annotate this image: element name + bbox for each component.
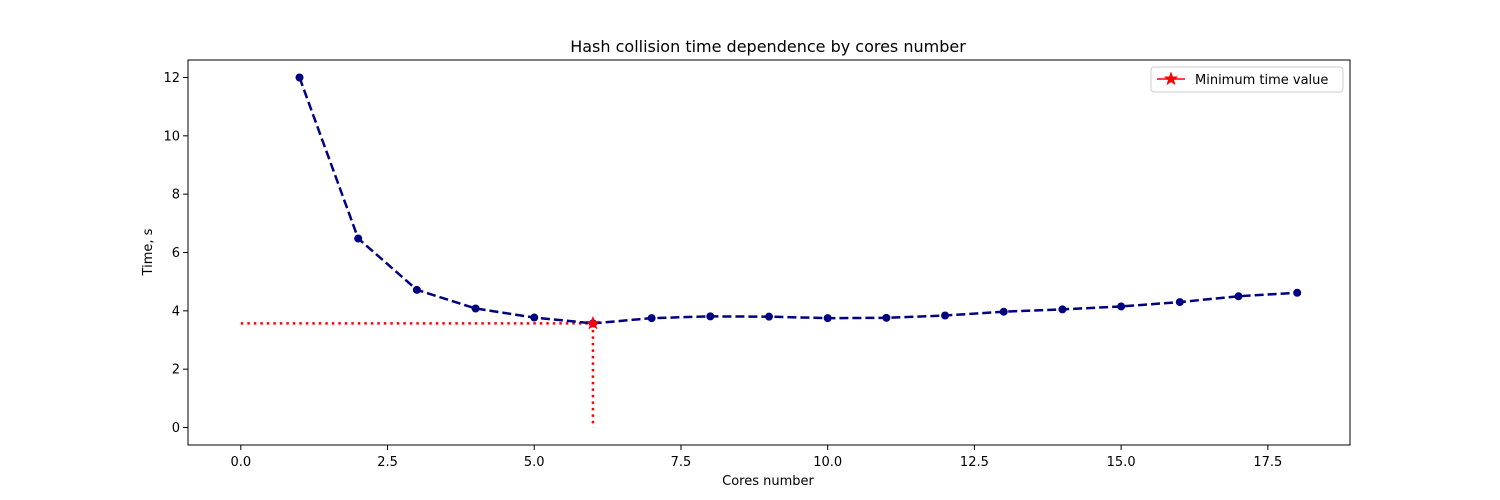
series-line: [298, 77, 1298, 325]
x-axis: 0.0 2.5 5.0 7.5 10.0 12.5 15.0 17.5: [230, 445, 1282, 470]
series-line-path: [298, 77, 1298, 325]
x-axis-label: Cores number: [722, 474, 814, 489]
data-point: [1234, 292, 1243, 301]
x-tick-label: 2.5: [377, 455, 398, 470]
data-point: [706, 312, 715, 321]
y-axis: 0 2 4 6 8 10 12: [163, 71, 188, 436]
legend-entry-minimum: Minimum time value: [1195, 73, 1328, 88]
y-tick-label: 4: [172, 304, 180, 319]
data-point: [1175, 298, 1184, 307]
data-point: [1117, 302, 1126, 311]
data-point: [765, 312, 773, 321]
legend-star-shape: [1163, 71, 1179, 86]
x-tick-label: 15.0: [1107, 455, 1136, 470]
data-point: [1293, 288, 1302, 297]
data-point: [295, 73, 304, 82]
x-tick-label: 10.0: [813, 455, 842, 470]
y-tick-label: 12: [163, 71, 180, 86]
minimum-guides: [240, 322, 595, 428]
minimum-marker: [585, 315, 601, 330]
minimum-star-icon: [585, 315, 601, 330]
x-tick-label: 5.0: [524, 455, 545, 470]
x-tick-label: 0.0: [230, 455, 251, 470]
data-point: [471, 304, 480, 313]
x-tick-label: 17.5: [1253, 455, 1282, 470]
data-point: [941, 311, 950, 320]
y-tick-label: 8: [172, 188, 180, 203]
data-point: [647, 314, 656, 323]
legend-box: [1150, 66, 1344, 93]
y-tick-label: 6: [172, 246, 180, 261]
legend-star-icon: [1163, 71, 1179, 86]
x-tick-label: 7.5: [671, 455, 692, 470]
x-tick-label: 12.5: [960, 455, 989, 470]
y-axis-label: Time, s: [141, 228, 156, 276]
y-tick-label: 10: [163, 129, 180, 144]
data-point: [412, 285, 421, 294]
data-point: [823, 314, 832, 323]
data-point: [354, 234, 363, 243]
legend: Minimum time value: [1150, 66, 1344, 93]
data-point: [882, 313, 891, 322]
y-tick-label: 2: [172, 363, 180, 378]
data-point: [1058, 305, 1067, 314]
data-point: [530, 313, 539, 322]
series-points: [295, 73, 1302, 328]
data-point: [999, 307, 1008, 316]
chart-title: Hash collision time dependence by cores …: [570, 37, 966, 56]
plot-frame: [187, 59, 1351, 446]
y-tick-label: 0: [172, 421, 180, 436]
